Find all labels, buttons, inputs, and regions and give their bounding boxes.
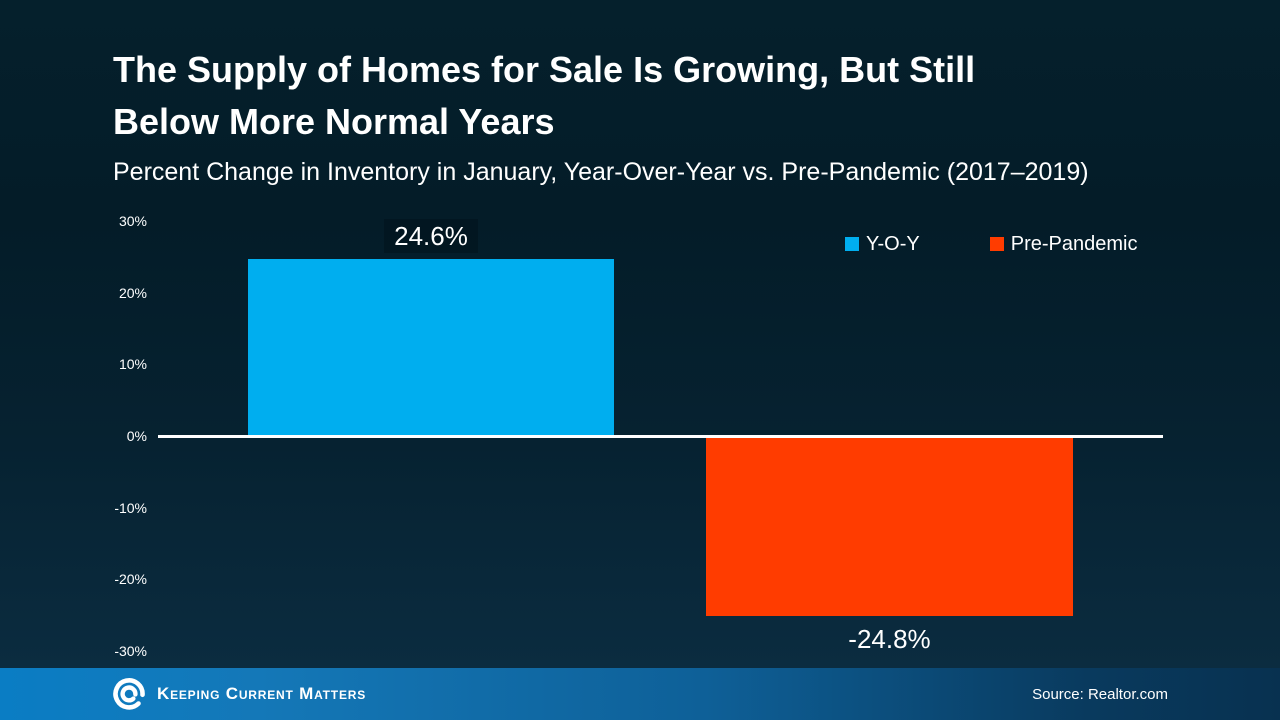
bar-value-label: 24.6%: [248, 219, 614, 253]
brand-name: Keeping Current Matters: [157, 684, 367, 703]
zero-axis-line: [158, 435, 1163, 438]
y-axis-tick-label: -10%: [114, 499, 147, 516]
brand-logo: Keeping Current Matters: [112, 668, 366, 720]
legend-label: Y-O-Y: [866, 233, 920, 255]
bar-pre-pandemic: [706, 438, 1073, 616]
y-axis-tick-label: 10%: [118, 356, 147, 373]
legend-label: Pre-Pandemic: [1010, 233, 1138, 255]
y-axis-tick-label: -30%: [114, 643, 147, 659]
chart-title: The Supply of Homes for Sale Is Growing,…: [113, 44, 1213, 148]
legend-swatch-icon: [989, 237, 1004, 251]
bar-y-o-y: [248, 259, 614, 435]
chart-title-line-2: Below More Normal Years: [113, 101, 555, 142]
legend-item: Y-O-Y: [845, 232, 920, 256]
bar-value-label: -24.8%: [706, 623, 1073, 655]
chart-title-line-1: The Supply of Homes for Sale Is Growing,…: [113, 49, 976, 90]
source-attribution: Source: Realtor.com: [1032, 685, 1168, 703]
legend-swatch-icon: [845, 237, 859, 251]
y-axis-tick-label: 20%: [118, 284, 147, 301]
legend-item: Pre-Pandemic: [989, 232, 1138, 256]
footer-bar: Keeping Current Matters Source: Realtor.…: [0, 668, 1280, 720]
chart-subtitle: Percent Change in Inventory in January, …: [113, 158, 1089, 186]
bar-value-text: -24.8%: [848, 624, 931, 654]
y-axis-tick-label: -20%: [114, 571, 147, 588]
y-axis-tick-label: 0%: [126, 428, 147, 444]
y-axis-tick-label: 30%: [118, 213, 147, 229]
kcm-swirl-logo-icon: [113, 678, 145, 710]
chart-legend: Y-O-Y Pre-Pandemic: [845, 232, 1137, 256]
bar-value-text: 24.6%: [384, 219, 478, 253]
